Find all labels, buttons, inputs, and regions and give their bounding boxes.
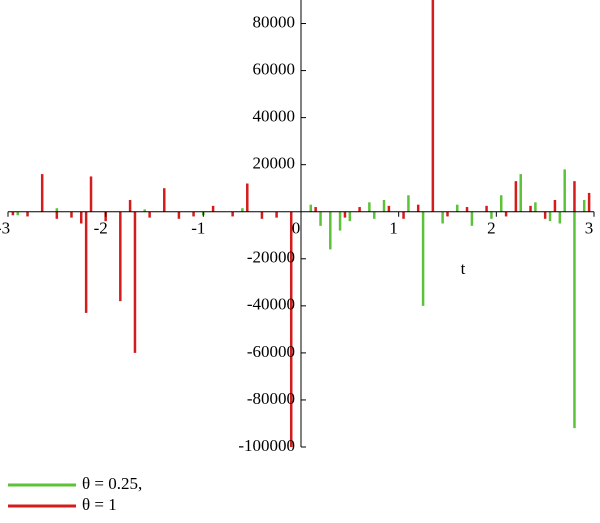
- x-tick-label: 3: [585, 219, 594, 238]
- y-tick-label: 80000: [253, 12, 296, 31]
- x-tick-label: -3: [0, 219, 10, 238]
- y-tick-label: -100000: [238, 436, 295, 455]
- x-tick-label: 0: [292, 219, 301, 238]
- y-tick-label: -80000: [247, 389, 295, 408]
- x-tick-label: -2: [94, 219, 108, 238]
- legend-label: θ = 0.25,: [82, 474, 142, 493]
- y-tick-label: -40000: [247, 295, 295, 314]
- x-tick-label: -1: [191, 219, 205, 238]
- x-tick-label: 1: [389, 219, 398, 238]
- x-axis-label: t: [461, 259, 466, 278]
- y-tick-label: 40000: [253, 107, 296, 126]
- legend-label: θ = 1: [82, 495, 117, 514]
- y-tick-label: -20000: [247, 248, 295, 267]
- y-tick-label: 60000: [253, 59, 296, 78]
- y-tick-label: 20000: [253, 154, 296, 173]
- x-tick-label: 2: [487, 219, 496, 238]
- y-tick-label: -60000: [247, 342, 295, 361]
